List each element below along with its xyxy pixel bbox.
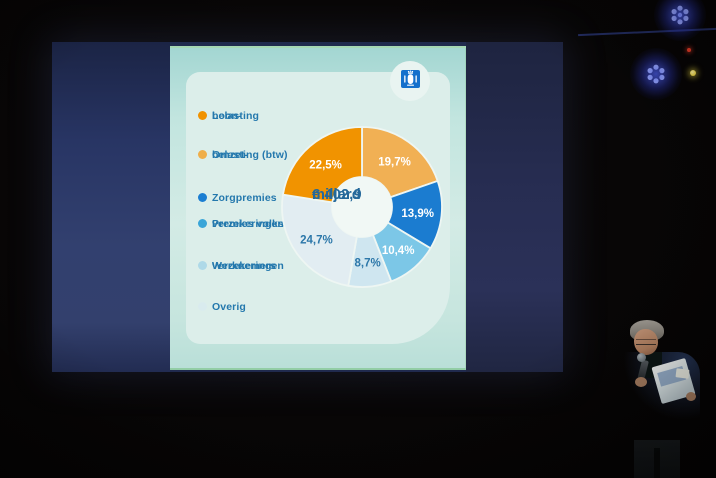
name-badge: [675, 368, 690, 379]
microphone-head: [637, 353, 646, 362]
legend-label-line: Zorgpremies: [212, 192, 277, 204]
donut-svg: 19,7% 13,9% 10,4%8,7% 24,7% 22,5%: [281, 126, 443, 288]
glasses-icon: [636, 339, 656, 345]
legend-label-line: verzekeringen: [212, 260, 284, 272]
stage-light-glow: [654, 0, 706, 41]
presenter-hand-mic: [635, 377, 647, 387]
presenter-pants: [634, 440, 680, 478]
center-value-unit: miljard: [312, 187, 361, 203]
rijksoverheid-logo: [401, 70, 420, 88]
donut-chart: 19,7% 13,9% 10,4% 8,7% 24,7% 22,5%: [262, 107, 462, 307]
pie-label: 22,5%: [309, 159, 342, 171]
pie-label: 13,9%: [401, 208, 434, 220]
legend-label-line: Omzet-: [212, 149, 249, 161]
stage-light-bottom-icon: [630, 48, 682, 100]
indicator-light-red: [687, 48, 691, 52]
pie-label: 10,4%: [382, 245, 415, 257]
donut-hole: [332, 177, 392, 237]
slide: Loon-belasting Omzet-belasting (btw) Zorgp…: [170, 46, 466, 370]
legend-label-line: belasting: [212, 110, 259, 122]
pie-label: 24,7%: [300, 235, 333, 247]
legend-label-line: verzekeringen: [212, 218, 284, 230]
legend-dot: [198, 193, 207, 202]
screen-right-unused-area: [466, 42, 563, 372]
screen-left-unused-area: [52, 42, 170, 372]
center-value-amount: € 402,9: [312, 187, 362, 203]
legend-dot: [198, 219, 207, 228]
pie-label: 19,7%: [378, 156, 411, 168]
presenter-hand-paper: [686, 392, 696, 401]
legend-dot: [198, 302, 207, 311]
projection-screen: Loon-belasting Omzet-belasting (btw) Zorgp…: [52, 42, 563, 372]
legend-dot: [198, 111, 207, 120]
presenter: [606, 298, 716, 478]
legend-label-line: belasting (btw): [212, 149, 288, 161]
stage-light-top-icon: [654, 0, 706, 41]
pie-label: 8,7%: [355, 258, 381, 270]
stage-light-glow: [630, 48, 682, 100]
indicator-light-yellow: [690, 70, 696, 76]
legend-dot: [198, 261, 207, 270]
legend-label-line: Premies volks-: [212, 218, 288, 230]
legend-label-line: Loon-: [212, 110, 242, 122]
presenter-face: [634, 329, 658, 355]
legend-label-line: Werknemers: [212, 260, 276, 272]
legend-dot: [198, 150, 207, 159]
legend-label-line: Overig: [212, 301, 246, 313]
rijksoverheid-emblem-icon: [404, 70, 417, 86]
